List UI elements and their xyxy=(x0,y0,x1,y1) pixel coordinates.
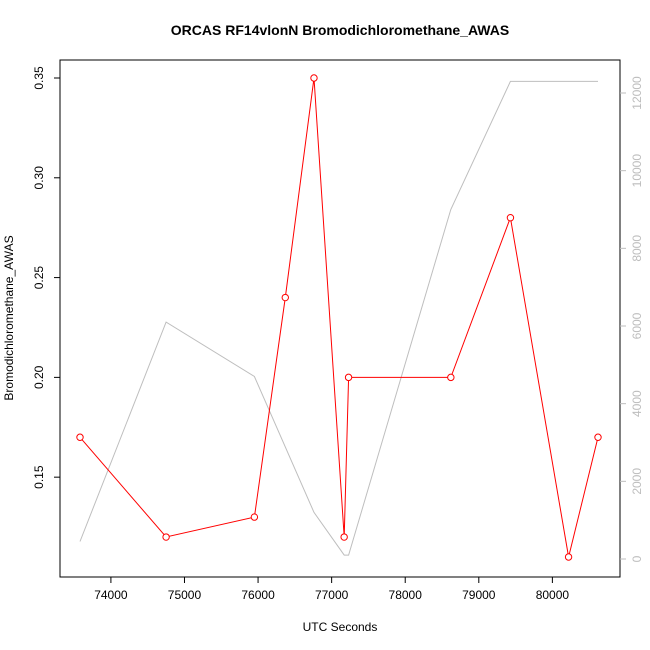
y-axis: 0.15 0.20 0.25 0.30 0.35 xyxy=(32,66,60,489)
secondary-y-axis: 0 2000 4000 6000 8000 10000 12000 xyxy=(620,76,644,562)
x-axis: 74000 75000 76000 77000 78000 79000 80000 xyxy=(94,577,569,602)
x-tick-label: 79000 xyxy=(462,588,496,602)
y-tick-label: 0.25 xyxy=(32,266,46,290)
x-tick-label: 78000 xyxy=(389,588,423,602)
data-point xyxy=(281,293,289,302)
y2-tick-label: 2000 xyxy=(630,468,644,495)
data-point xyxy=(250,513,259,521)
data-point xyxy=(447,373,455,382)
x-tick-label: 76000 xyxy=(241,588,275,602)
y2-tick-label: 12000 xyxy=(630,76,644,110)
data-point xyxy=(594,433,602,441)
data-point xyxy=(344,373,353,382)
y2-tick-label: 6000 xyxy=(630,312,644,339)
x-tick-label: 77000 xyxy=(315,588,349,602)
x-tick-label: 74000 xyxy=(94,588,128,602)
y2-tick-label: 0 xyxy=(630,555,644,562)
y-axis-label: Bromodichloromethane_AWAS xyxy=(2,235,16,400)
y-tick-label: 0.15 xyxy=(32,465,46,489)
data-point xyxy=(76,433,84,441)
y-tick-label: 0.20 xyxy=(32,365,46,389)
y-tick-label: 0.30 xyxy=(32,166,46,190)
data-point xyxy=(564,553,573,561)
chart-title: ORCAS RF14vlonN Bromodichloromethane_AWA… xyxy=(171,22,509,38)
secondary-series-line xyxy=(79,80,598,556)
x-tick-label: 75000 xyxy=(168,588,202,602)
plot-area xyxy=(59,59,621,578)
primary-series-line xyxy=(79,77,599,558)
x-tick-label: 80000 xyxy=(536,588,570,602)
y2-tick-label: 10000 xyxy=(630,154,644,188)
data-point xyxy=(310,74,318,82)
y2-tick-label: 8000 xyxy=(630,235,644,262)
data-point xyxy=(162,533,170,541)
data-point xyxy=(506,214,515,222)
x-axis-label: UTC Seconds xyxy=(303,620,378,634)
y-tick-label: 0.35 xyxy=(32,66,46,90)
series-layer xyxy=(76,74,602,561)
data-point xyxy=(340,533,348,541)
y2-tick-label: 4000 xyxy=(630,390,644,417)
